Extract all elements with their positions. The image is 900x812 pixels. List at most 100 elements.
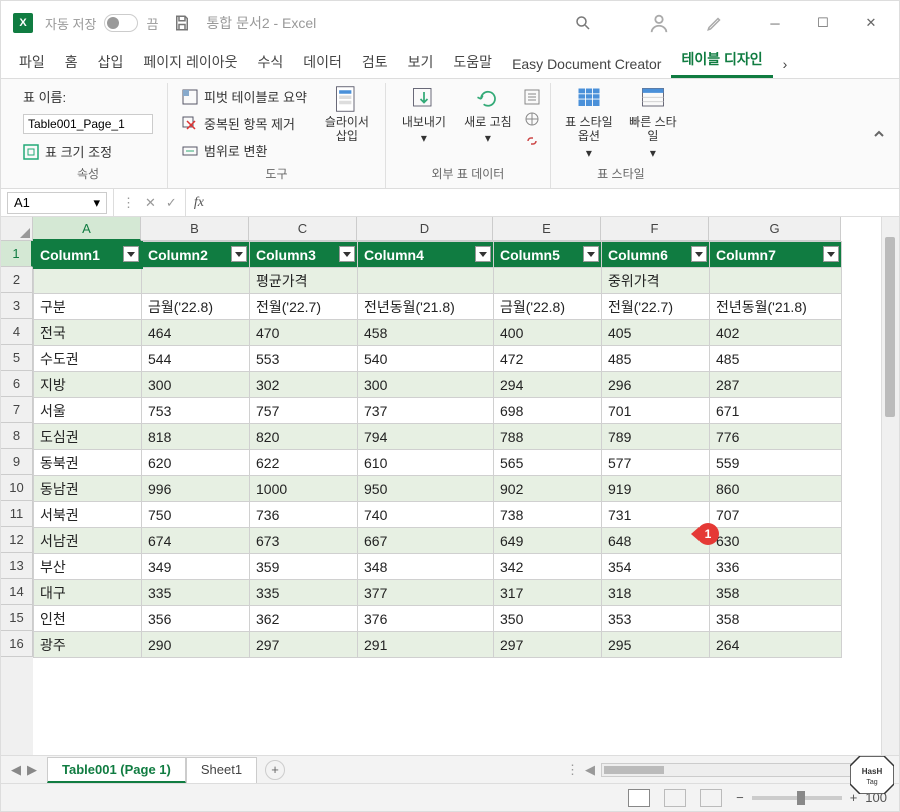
cell[interactable]: 296 bbox=[602, 372, 710, 398]
cell[interactable]: 950 bbox=[358, 476, 494, 502]
pivot-summary-button[interactable]: 피벗 테이블로 요약 bbox=[178, 85, 311, 108]
cell[interactable]: 지방 bbox=[34, 372, 142, 398]
tab-삽입[interactable]: 삽입 bbox=[88, 46, 134, 78]
fx-icon[interactable]: fx bbox=[186, 195, 212, 211]
cell[interactable]: 902 bbox=[494, 476, 602, 502]
cell[interactable]: 수도권 bbox=[34, 346, 142, 372]
cell[interactable]: 295 bbox=[602, 632, 710, 658]
cell[interactable]: 673 bbox=[250, 528, 358, 554]
col-header-G[interactable]: G bbox=[709, 217, 841, 241]
cell[interactable]: 평균가격 bbox=[250, 268, 358, 294]
maximize-button[interactable]: ☐ bbox=[807, 7, 839, 39]
cell[interactable]: 317 bbox=[494, 580, 602, 606]
vertical-scrollbar[interactable] bbox=[881, 217, 899, 755]
cell[interactable]: 302 bbox=[250, 372, 358, 398]
cell[interactable]: 620 bbox=[142, 450, 250, 476]
convert-range-button[interactable]: 범위로 변환 bbox=[178, 139, 311, 162]
cell[interactable]: 377 bbox=[358, 580, 494, 606]
cell[interactable]: 667 bbox=[358, 528, 494, 554]
cell[interactable]: 금월('22.8) bbox=[494, 294, 602, 320]
drag-handle-icon[interactable]: ⋮ bbox=[566, 762, 579, 778]
row-header-15[interactable]: 15 bbox=[1, 605, 33, 631]
add-sheet-button[interactable]: + bbox=[265, 760, 285, 780]
tab-Easy Document Creator[interactable]: Easy Document Creator bbox=[502, 50, 671, 78]
cell[interactable]: 472 bbox=[494, 346, 602, 372]
tab-수식[interactable]: 수식 bbox=[247, 46, 293, 78]
cell[interactable]: 701 bbox=[602, 398, 710, 424]
cell[interactable]: 707 bbox=[710, 502, 842, 528]
cell[interactable]: 919 bbox=[602, 476, 710, 502]
cell[interactable]: 전년동월('21.8) bbox=[358, 294, 494, 320]
properties-icon[interactable] bbox=[524, 89, 540, 105]
cell[interactable]: 738 bbox=[494, 502, 602, 528]
cell[interactable]: 818 bbox=[142, 424, 250, 450]
sheet-nav-next[interactable]: ▶ bbox=[27, 762, 37, 778]
table-name-input[interactable] bbox=[23, 114, 153, 134]
row-header-5[interactable]: 5 bbox=[1, 345, 33, 371]
view-normal-icon[interactable] bbox=[628, 789, 650, 807]
view-layout-icon[interactable] bbox=[664, 789, 686, 807]
tab-페이지 레이아웃[interactable]: 페이지 레이아웃 bbox=[133, 46, 247, 78]
export-button[interactable]: 내보내기 ▾ bbox=[396, 85, 452, 146]
cell[interactable]: 359 bbox=[250, 554, 358, 580]
cell[interactable]: 350 bbox=[494, 606, 602, 632]
cell[interactable]: 860 bbox=[710, 476, 842, 502]
unlink-icon[interactable] bbox=[524, 133, 540, 149]
search-icon[interactable] bbox=[571, 11, 595, 35]
cell[interactable] bbox=[142, 268, 250, 294]
cell[interactable]: 649 bbox=[494, 528, 602, 554]
cell[interactable]: 300 bbox=[142, 372, 250, 398]
pen-icon[interactable] bbox=[703, 11, 727, 35]
browser-icon[interactable] bbox=[524, 111, 540, 127]
horizontal-scrollbar[interactable] bbox=[601, 763, 861, 777]
cell[interactable]: 348 bbox=[358, 554, 494, 580]
tabs-overflow[interactable]: › bbox=[773, 50, 798, 78]
cell[interactable]: 470 bbox=[250, 320, 358, 346]
cell[interactable]: 565 bbox=[494, 450, 602, 476]
notification-badge[interactable]: 1 bbox=[697, 523, 719, 545]
cell[interactable]: 731 bbox=[602, 502, 710, 528]
row-header-10[interactable]: 10 bbox=[1, 475, 33, 501]
scroll-thumb[interactable] bbox=[885, 237, 895, 417]
tab-보기[interactable]: 보기 bbox=[398, 46, 444, 78]
tab-홈[interactable]: 홈 bbox=[55, 46, 88, 78]
col-header-B[interactable]: B bbox=[141, 217, 249, 241]
cell[interactable]: 전월('22.7) bbox=[602, 294, 710, 320]
style-options-button[interactable]: 표 스타일 옵션 ▾ bbox=[561, 85, 617, 160]
zoom-out-icon[interactable]: − bbox=[736, 790, 744, 805]
remove-duplicates-button[interactable]: 중복된 항목 제거 bbox=[178, 112, 311, 135]
select-all-corner[interactable] bbox=[1, 217, 33, 241]
filter-icon[interactable] bbox=[583, 246, 599, 262]
cell[interactable]: 737 bbox=[358, 398, 494, 424]
minimize-button[interactable]: ─ bbox=[759, 7, 791, 39]
cell[interactable]: 740 bbox=[358, 502, 494, 528]
filter-icon[interactable] bbox=[823, 246, 839, 262]
row-header-6[interactable]: 6 bbox=[1, 371, 33, 397]
cell[interactable]: 559 bbox=[710, 450, 842, 476]
resize-table-button[interactable]: 표 크기 조정 bbox=[19, 140, 157, 163]
view-break-icon[interactable] bbox=[700, 789, 722, 807]
col-header-A[interactable]: A bbox=[33, 217, 141, 241]
filter-icon[interactable] bbox=[339, 246, 355, 262]
autosave-toggle[interactable]: 자동 저장 끔 bbox=[45, 14, 158, 33]
cell[interactable]: 354 bbox=[602, 554, 710, 580]
table-header-cell[interactable]: Column4 bbox=[358, 242, 494, 268]
col-header-F[interactable]: F bbox=[601, 217, 709, 241]
cell[interactable] bbox=[494, 268, 602, 294]
col-header-C[interactable]: C bbox=[249, 217, 357, 241]
cell[interactable]: 753 bbox=[142, 398, 250, 424]
row-header-4[interactable]: 4 bbox=[1, 319, 33, 345]
cell[interactable]: 전월('22.7) bbox=[250, 294, 358, 320]
cell[interactable]: 도심권 bbox=[34, 424, 142, 450]
col-header-D[interactable]: D bbox=[357, 217, 493, 241]
cancel-icon[interactable]: ✕ bbox=[145, 195, 156, 211]
close-button[interactable]: ✕ bbox=[855, 7, 887, 39]
cell[interactable]: 757 bbox=[250, 398, 358, 424]
refresh-button[interactable]: 새로 고침 ▾ bbox=[460, 85, 516, 146]
row-header-12[interactable]: 12 bbox=[1, 527, 33, 553]
collapse-ribbon-icon[interactable] bbox=[871, 126, 891, 146]
table-header-cell[interactable]: Column2 bbox=[142, 242, 250, 268]
cell[interactable]: 996 bbox=[142, 476, 250, 502]
cell[interactable]: 358 bbox=[710, 606, 842, 632]
table-header-cell[interactable]: Column3 bbox=[250, 242, 358, 268]
